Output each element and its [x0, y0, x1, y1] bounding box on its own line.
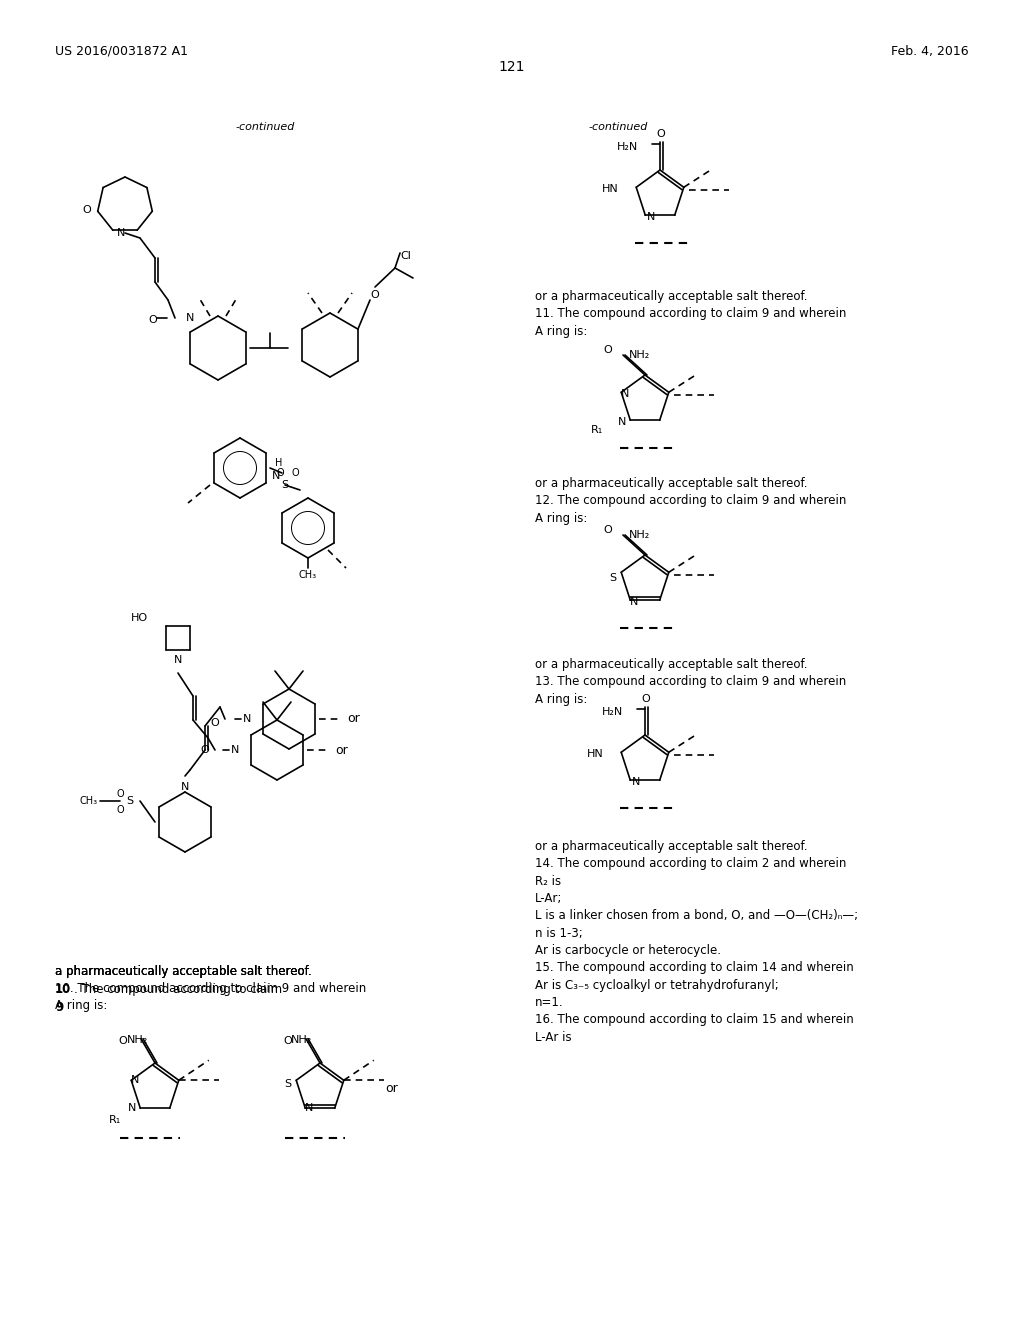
- Text: 14. The compound according to claim 2 and wherein: 14. The compound according to claim 2 an…: [535, 857, 847, 870]
- Text: S: S: [282, 480, 289, 490]
- Text: 12. The compound according to claim 9 and wherein: 12. The compound according to claim 9 an…: [535, 494, 847, 507]
- Text: N: N: [618, 417, 627, 428]
- Text: O: O: [148, 315, 158, 325]
- Text: H₂N: H₂N: [616, 143, 638, 152]
- Text: N: N: [181, 781, 189, 792]
- Text: Feb. 4, 2016: Feb. 4, 2016: [891, 45, 969, 58]
- Text: or: or: [385, 1081, 397, 1094]
- Text: HN: HN: [587, 750, 603, 759]
- Text: 121: 121: [499, 59, 525, 74]
- Text: O: O: [284, 1036, 293, 1045]
- Text: O: O: [116, 805, 124, 814]
- Text: 10. The compound according to claim 9 and wherein: 10. The compound according to claim 9 an…: [55, 982, 367, 995]
- Text: N: N: [174, 655, 182, 665]
- Text: A ring is:: A ring is:: [535, 325, 588, 338]
- Text: N: N: [305, 1104, 313, 1113]
- Text: NH₂: NH₂: [126, 1035, 147, 1045]
- Text: N: N: [630, 597, 639, 607]
- Text: N: N: [647, 213, 655, 222]
- Text: H₂N: H₂N: [602, 708, 623, 717]
- Text: O: O: [276, 469, 284, 478]
- Text: 10: 10: [55, 983, 72, 997]
- Text: O: O: [603, 525, 612, 535]
- Text: N: N: [185, 313, 195, 323]
- Text: a pharmaceutically acceptable salt thereof.: a pharmaceutically acceptable salt there…: [55, 965, 311, 978]
- Text: 16. The compound according to claim 15 and wherein: 16. The compound according to claim 15 a…: [535, 1012, 854, 1026]
- Text: O: O: [116, 789, 124, 799]
- Text: . The compound according to claim: . The compound according to claim: [74, 983, 286, 997]
- Text: n is 1-3;: n is 1-3;: [535, 927, 583, 940]
- Text: a pharmaceutically acceptable salt thereof.: a pharmaceutically acceptable salt there…: [55, 965, 311, 978]
- Text: n=1.: n=1.: [535, 997, 563, 1008]
- Text: HO: HO: [131, 612, 148, 623]
- Text: R₂ is: R₂ is: [535, 875, 561, 888]
- Text: S: S: [285, 1080, 292, 1089]
- Text: O: O: [83, 205, 91, 215]
- Text: O: O: [201, 744, 209, 755]
- Text: US 2016/0031872 A1: US 2016/0031872 A1: [55, 45, 188, 58]
- Text: O: O: [603, 345, 612, 355]
- Text: NH₂: NH₂: [630, 531, 650, 540]
- Text: S: S: [609, 573, 616, 583]
- Text: 15. The compound according to claim 14 and wherein: 15. The compound according to claim 14 a…: [535, 961, 854, 974]
- Text: N: N: [243, 714, 251, 723]
- Text: CH₃: CH₃: [299, 570, 317, 579]
- Text: A ring is:: A ring is:: [535, 693, 588, 706]
- Text: O: O: [211, 718, 219, 729]
- Text: H: H: [275, 458, 283, 469]
- Text: L is a linker chosen from a bond, O, and —O—(CH₂)ₙ—;: L is a linker chosen from a bond, O, and…: [535, 909, 858, 921]
- Text: Ar is carbocycle or heterocycle.: Ar is carbocycle or heterocycle.: [535, 944, 721, 957]
- Text: O: O: [656, 129, 666, 139]
- Text: or: or: [347, 713, 359, 726]
- Text: S: S: [126, 796, 133, 807]
- Text: N: N: [128, 1104, 136, 1113]
- Text: or a pharmaceutically acceptable salt thereof.: or a pharmaceutically acceptable salt th…: [535, 477, 808, 490]
- Text: A ring is:: A ring is:: [55, 999, 108, 1012]
- Text: Ar is C₃₋₅ cycloalkyl or tetrahydrofuranyl;: Ar is C₃₋₅ cycloalkyl or tetrahydrofuran…: [535, 979, 778, 993]
- Text: 11. The compound according to claim 9 and wherein: 11. The compound according to claim 9 an…: [535, 308, 847, 319]
- Text: L-Ar is: L-Ar is: [535, 1031, 571, 1044]
- Text: HN: HN: [601, 185, 618, 194]
- Text: NH₂: NH₂: [630, 350, 650, 360]
- Text: O: O: [291, 469, 299, 478]
- Text: L-Ar;: L-Ar;: [535, 892, 562, 906]
- Text: or a pharmaceutically acceptable salt thereof.: or a pharmaceutically acceptable salt th…: [535, 840, 808, 853]
- Text: a pharmaceutically acceptable salt thereof.: a pharmaceutically acceptable salt there…: [55, 965, 311, 978]
- Text: 9: 9: [55, 1001, 63, 1014]
- Text: O: O: [371, 290, 379, 300]
- Text: N: N: [272, 471, 281, 480]
- Text: N: N: [131, 1076, 139, 1085]
- Text: Cl: Cl: [400, 251, 411, 261]
- Text: or a pharmaceutically acceptable salt thereof.: or a pharmaceutically acceptable salt th…: [535, 657, 808, 671]
- Text: R₁: R₁: [591, 425, 603, 436]
- Text: -continued: -continued: [589, 121, 648, 132]
- Text: A ring is:: A ring is:: [535, 512, 588, 525]
- Text: N: N: [632, 777, 641, 787]
- Text: 13. The compound according to claim 9 and wherein: 13. The compound according to claim 9 an…: [535, 675, 846, 688]
- Text: NH₂: NH₂: [292, 1035, 312, 1045]
- Text: N: N: [621, 389, 630, 399]
- Text: CH₃: CH₃: [80, 796, 98, 807]
- Text: O: O: [119, 1036, 127, 1045]
- Text: O: O: [642, 694, 650, 704]
- Text: -continued: -continued: [236, 121, 295, 132]
- Text: R₁: R₁: [109, 1115, 121, 1125]
- Text: N: N: [117, 228, 125, 238]
- Text: or a pharmaceutically acceptable salt thereof.: or a pharmaceutically acceptable salt th…: [535, 290, 808, 304]
- Text: N: N: [230, 744, 240, 755]
- Text: or: or: [335, 743, 348, 756]
